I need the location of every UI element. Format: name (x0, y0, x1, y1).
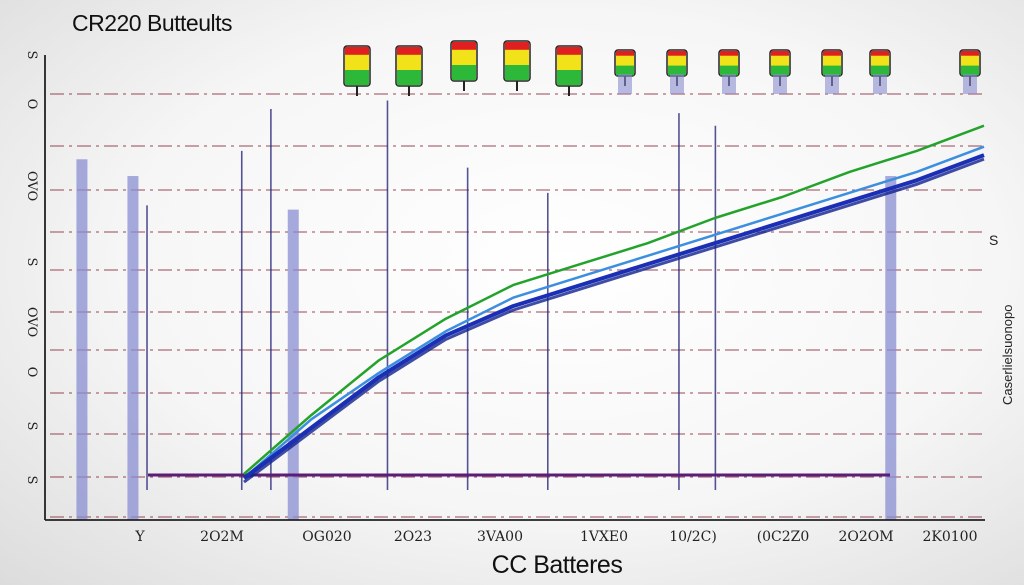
battery-yellow-band (452, 49, 476, 66)
x-axis-label: CC Batteres (491, 551, 623, 579)
battery-red-band (557, 47, 581, 56)
battery-drip (873, 74, 887, 94)
battery-red-band (771, 51, 789, 57)
battery-drip (670, 74, 684, 94)
battery-green-band (720, 65, 738, 76)
battery-red-band (397, 47, 421, 56)
battery-red-band (961, 51, 979, 57)
battery-green-band (668, 65, 686, 76)
battery-red-band (616, 51, 634, 57)
battery-green-band (823, 65, 841, 76)
battery-10 (869, 49, 891, 94)
battery-0 (343, 45, 371, 96)
x-tick-labels: Y 2O2M OG020 2O23 3VA00 1VXE0 10/2C) (0C2Z0 2O2O… (134, 529, 977, 545)
battery-red-band (871, 51, 889, 57)
battery-green-band (505, 65, 529, 81)
y-tick-labels: S O OVO S OVO O S S (24, 51, 39, 485)
series-line-1 (243, 145, 985, 480)
x-tick-label: 2O2OM (838, 529, 893, 545)
y-tick-label: S (24, 422, 39, 431)
battery-7 (718, 49, 740, 94)
battery-yellow-band (823, 55, 841, 67)
battery-2 (450, 40, 478, 91)
bar-3 (885, 176, 897, 520)
battery-red-band (505, 42, 529, 51)
battery-drip (773, 74, 787, 94)
battery-11 (959, 49, 981, 94)
x-tick-label: 2K0100 (923, 529, 978, 545)
battery-green-band (871, 65, 889, 76)
x-tick-label: 2O2M (200, 529, 244, 545)
battery-indicators (343, 40, 981, 96)
series-line-2 (242, 153, 985, 480)
battery-green-band (616, 65, 634, 76)
battery-drip (618, 74, 632, 94)
chart-vertical-lines (146, 100, 717, 490)
x-tick-label: (0C2Z0 (757, 529, 810, 545)
chart-axes (44, 55, 985, 521)
battery-red-band (345, 47, 369, 56)
x-tick-label: 2O23 (394, 529, 432, 545)
battery-drip (963, 74, 977, 94)
battery-green-band (961, 65, 979, 76)
battery-yellow-band (616, 55, 634, 67)
battery-4 (555, 45, 583, 96)
chart-bars (76, 159, 897, 521)
chart-grid (50, 93, 985, 518)
chart-series (242, 124, 985, 484)
right-axis-label: Caserlielsuonopo (1000, 304, 1015, 406)
battery-red-band (452, 42, 476, 51)
battery-1 (395, 45, 423, 96)
battery-yellow-band (345, 54, 369, 71)
battery-drip (722, 74, 736, 94)
series-line-shadow (243, 157, 985, 484)
y-tick-label: OVO (24, 171, 39, 201)
y-tick-label: S (24, 476, 39, 485)
battery-green-band (452, 65, 476, 81)
battery-3 (503, 40, 531, 91)
y-tick-label: S (24, 258, 39, 267)
bar-2 (287, 209, 299, 521)
battery-green-band (557, 70, 581, 86)
battery-red-band (823, 51, 841, 57)
chart-title: CR220 Butteults (72, 10, 232, 36)
battery-9 (821, 49, 843, 94)
battery-red-band (720, 51, 738, 57)
battery-yellow-band (961, 55, 979, 67)
x-tick-label: 10/2C) (669, 529, 717, 545)
battery-yellow-band (668, 55, 686, 67)
x-tick-label: OG020 (302, 529, 351, 545)
y-tick-label: S (24, 51, 39, 60)
battery-green-band (771, 65, 789, 76)
bar-0 (76, 159, 88, 520)
series-line-0 (243, 124, 985, 475)
x-tick-label: Y (134, 529, 145, 545)
battery-red-band (668, 51, 686, 57)
right-axis-marker: S (989, 232, 999, 248)
y-tick-label: O (24, 99, 39, 110)
battery-yellow-band (871, 55, 889, 67)
battery-yellow-band (771, 55, 789, 67)
battery-yellow-band (557, 54, 581, 71)
battery-yellow-band (505, 49, 529, 66)
battery-8 (769, 49, 791, 94)
y-tick-label: O (24, 367, 39, 378)
battery-5 (614, 49, 636, 94)
battery-yellow-band (720, 55, 738, 67)
bar-1 (127, 176, 139, 520)
battery-green-band (397, 70, 421, 86)
battery-yellow-band (397, 54, 421, 71)
battery-green-band (345, 70, 369, 86)
x-tick-label: 1VXE0 (580, 529, 628, 545)
battery-6 (666, 49, 688, 94)
y-tick-label: OVO (24, 307, 39, 337)
x-tick-label: 3VA00 (477, 529, 523, 545)
battery-drip (825, 74, 839, 94)
